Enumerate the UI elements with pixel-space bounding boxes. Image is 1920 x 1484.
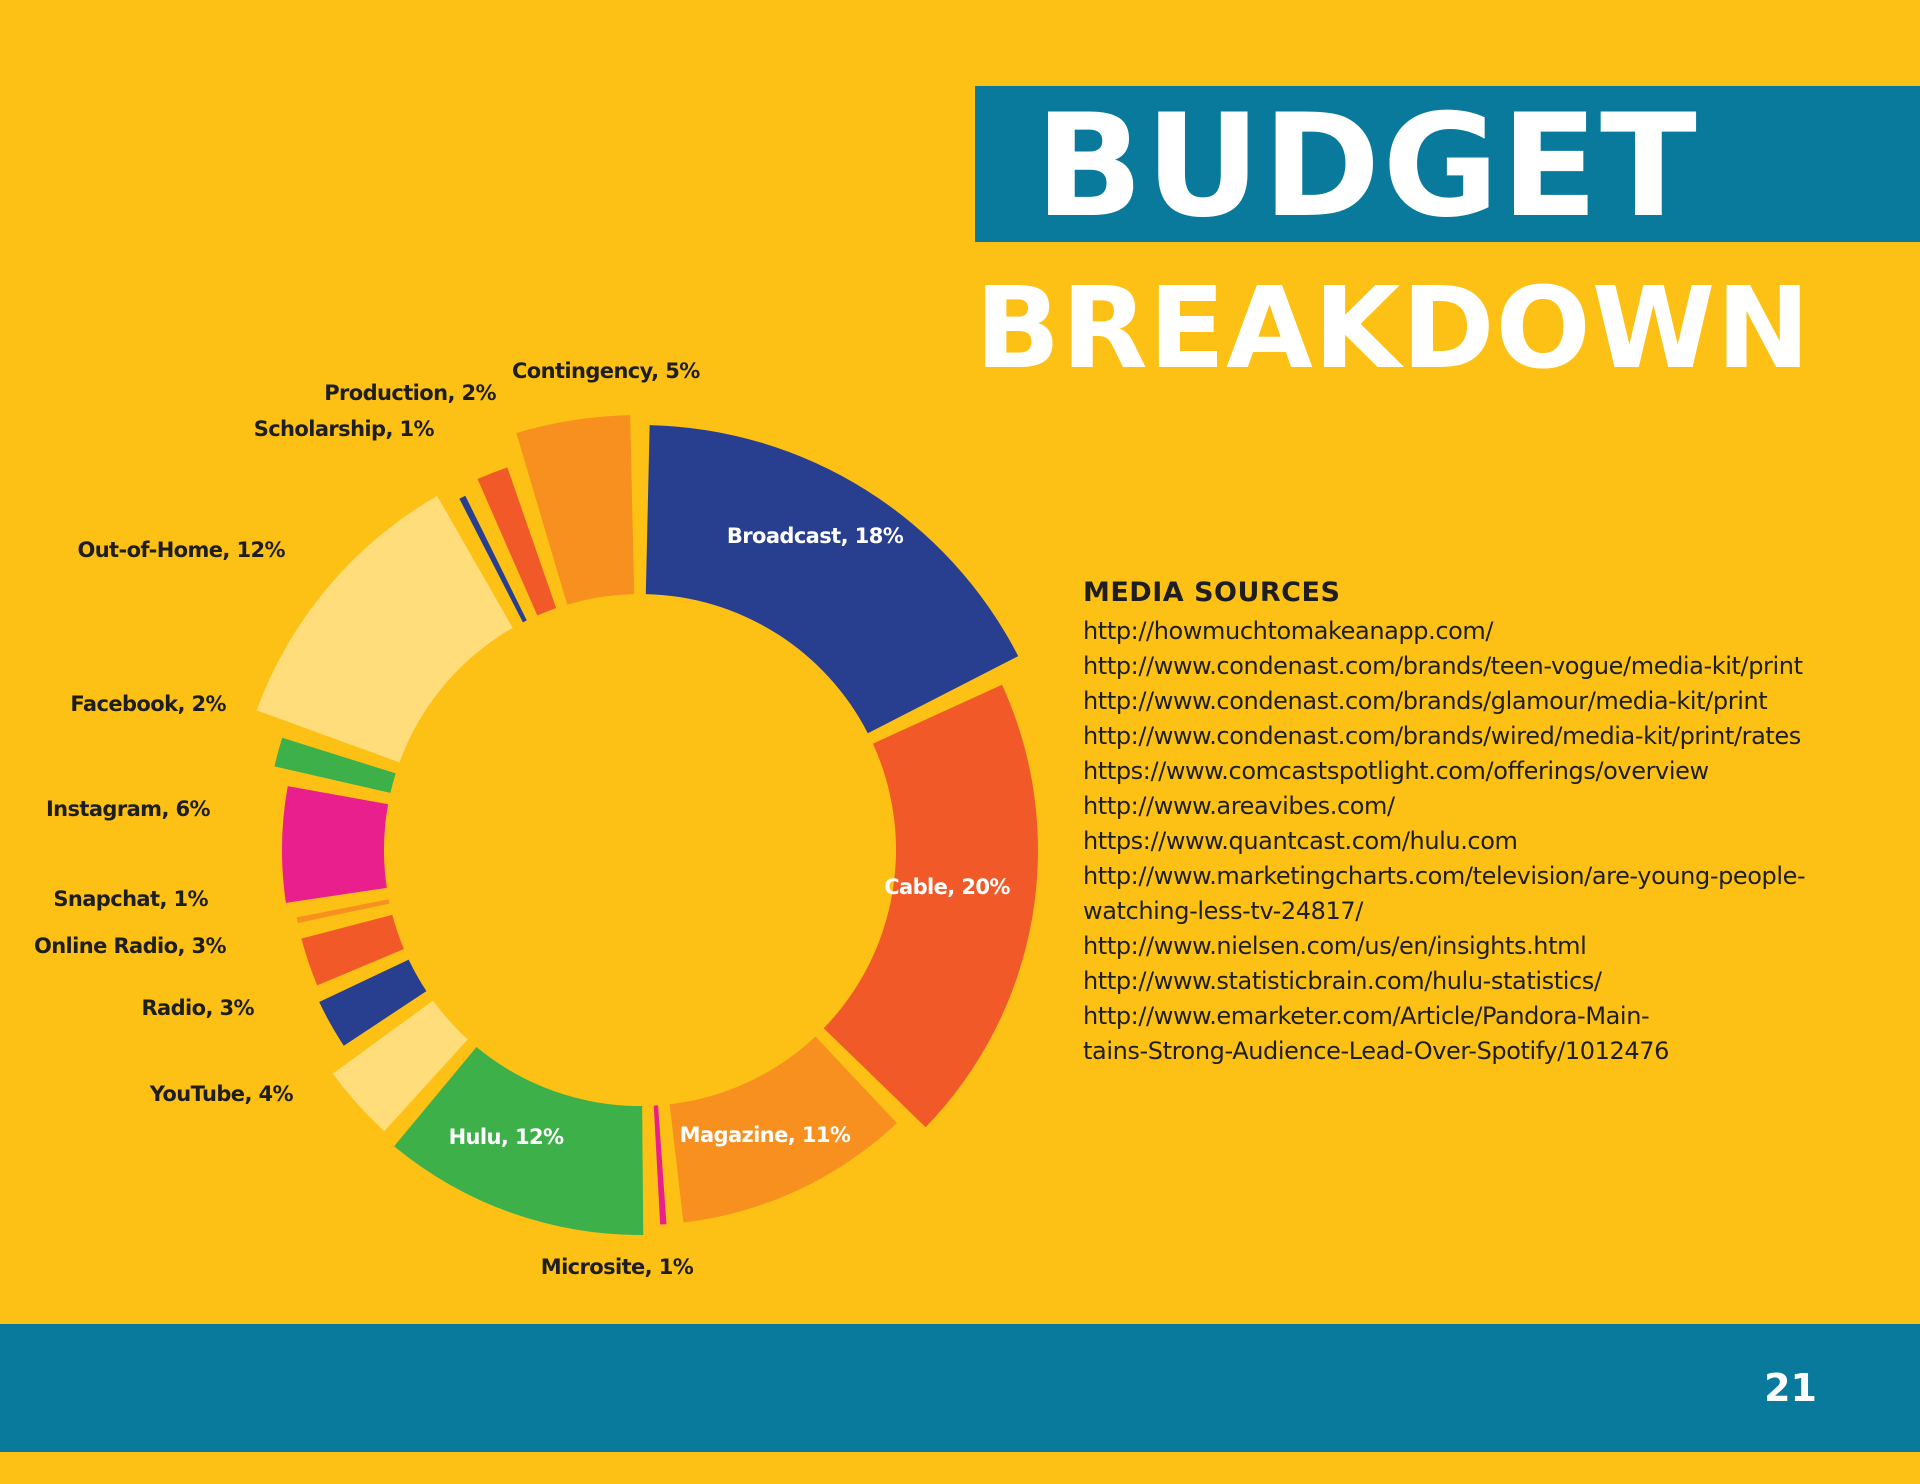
budget-donut-chart: Broadcast, 18% Cable, 20% Magazine, 11% Mic… <box>34 359 1038 1279</box>
donut-slice-production <box>477 467 557 616</box>
donut-slice-hulu <box>394 1046 644 1235</box>
source-line[interactable]: https://www.quantcast.com/hulu.com <box>1083 827 1518 855</box>
slice-label-production: Production, 2% <box>324 381 496 405</box>
title-banner <box>975 86 1920 242</box>
footer-bar: 21 <box>0 1324 1920 1452</box>
donut-slice-radio <box>319 959 427 1046</box>
source-line[interactable]: tains-Strong-Audience-Lead-Over-Spotify/… <box>1083 1037 1670 1065</box>
source-line[interactable]: http://www.emarketer.com/Article/Pandora… <box>1083 1002 1650 1030</box>
slice-label-hulu: Hulu, 12% <box>449 1125 564 1149</box>
source-line[interactable]: http://www.marketingcharts.com/televisio… <box>1083 862 1806 890</box>
donut-slice-scholarship <box>459 495 527 623</box>
source-line[interactable]: http://www.condenast.com/brands/teen-vog… <box>1083 652 1803 680</box>
donut-slice-contingency <box>516 415 635 605</box>
slice-label-broadcast: Broadcast, 18% <box>727 524 904 548</box>
donut-slice-snapchat <box>296 899 390 924</box>
source-line[interactable]: http://www.areavibes.com/ <box>1083 792 1395 820</box>
media-sources: MEDIA SOURCES http://howmuchtomakeanapp.… <box>1083 576 1863 1069</box>
page-subtitle: BREAKDOWN <box>975 264 1812 394</box>
slice-label-radio: Radio, 3% <box>141 996 254 1020</box>
slice-label-instagram: Instagram, 6% <box>46 797 211 821</box>
donut-slice-facebook <box>274 737 396 793</box>
source-line[interactable]: http://www.condenast.com/brands/glamour/… <box>1083 687 1768 715</box>
source-line[interactable]: http://howmuchtomakeanapp.com/ <box>1083 617 1494 645</box>
slice-label-out-of-home: Out-of-Home, 12% <box>77 538 285 562</box>
donut-slice-magazine <box>669 1036 897 1223</box>
media-sources-list: http://howmuchtomakeanapp.com/ http://ww… <box>1083 614 1863 1069</box>
donut-slice-instagram <box>282 786 389 903</box>
slice-label-youtube: YouTube, 4% <box>149 1082 294 1106</box>
donut-slice-out-of-home <box>256 496 513 763</box>
slice-label-facebook: Facebook, 2% <box>70 692 226 716</box>
slice-label-scholarship: Scholarship, 1% <box>254 417 435 441</box>
slice-label-online-radio: Online Radio, 3% <box>34 934 227 958</box>
donut-slice-online-radio <box>301 914 404 986</box>
donut-slice-cable <box>823 684 1038 1128</box>
source-line[interactable]: https://www.comcastspotlight.com/offerin… <box>1083 757 1709 785</box>
slice-label-snapchat: Snapchat, 1% <box>53 887 208 911</box>
donut-slice-youtube <box>332 1000 468 1132</box>
page-title: BUDGET <box>1035 84 1699 249</box>
donut-slice-broadcast <box>645 425 1019 734</box>
slice-label-microsite: Microsite, 1% <box>541 1255 694 1279</box>
source-line[interactable]: watching-less-tv-24817/ <box>1083 897 1363 925</box>
page-number: 21 <box>1764 1366 1817 1410</box>
slice-label-cable: Cable, 20% <box>884 875 1010 899</box>
media-sources-heading: MEDIA SOURCES <box>1083 577 1341 608</box>
source-line[interactable]: http://www.statisticbrain.com/hulu-stati… <box>1083 967 1602 995</box>
slice-label-magazine: Magazine, 11% <box>680 1123 851 1147</box>
donut-slice-microsite <box>653 1105 667 1225</box>
source-line[interactable]: http://www.nielsen.com/us/en/insights.ht… <box>1083 932 1587 960</box>
source-line[interactable]: http://www.condenast.com/brands/wired/me… <box>1083 722 1801 750</box>
slice-label-contingency: Contingency, 5% <box>512 359 700 383</box>
